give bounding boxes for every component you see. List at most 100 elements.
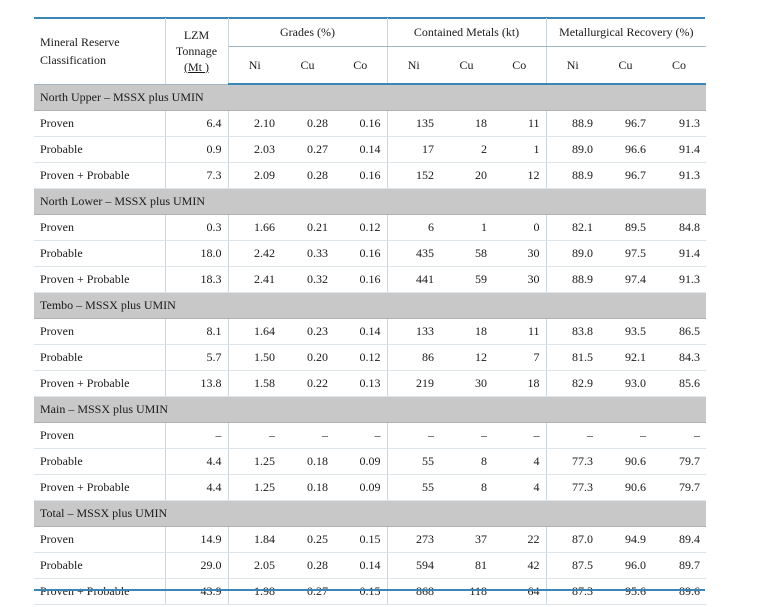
contained-metals-header: Contained Metals (kt) [387, 18, 547, 47]
recovery-co-header: Co [652, 46, 707, 85]
table-cell: 8 [440, 448, 494, 475]
table-cell: – [228, 422, 281, 449]
table-cell: 0.16 [334, 162, 388, 189]
section-header-row: Main – MSSX plus UMIN [34, 396, 707, 423]
table-cell: 441 [387, 266, 441, 293]
row-label: Proven [34, 214, 166, 241]
table-cell: 20 [440, 162, 494, 189]
table-cell: 81 [440, 552, 494, 579]
table-cell: 5.7 [165, 344, 229, 371]
table-cell: 81.5 [546, 344, 600, 371]
table-cell: 82.9 [546, 370, 600, 397]
table-cell: 435 [387, 240, 441, 267]
table-cell: 2.03 [228, 136, 281, 163]
section-title: Total – MSSX plus UMIN [34, 500, 707, 527]
table-cell: 77.3 [546, 448, 600, 475]
table-cell: 83.8 [546, 318, 600, 345]
table-cell: – [652, 422, 707, 449]
table-cell: – [281, 422, 334, 449]
table-cell: – [546, 422, 600, 449]
table-cell: 91.4 [652, 136, 707, 163]
table-cell: 0.18 [281, 474, 334, 501]
table-cell: 6 [387, 214, 441, 241]
table-cell: 11 [493, 318, 547, 345]
table-row: Probable 29.0 2.05 0.28 0.14 594 81 42 87.5 96.0 8… [34, 552, 707, 579]
table-cell: 0.27 [281, 578, 334, 605]
table-cell: 0.09 [334, 448, 388, 475]
row-label: Proven + Probable [34, 266, 166, 293]
table-cell: – [440, 422, 494, 449]
table-cell: 14.9 [165, 526, 229, 553]
bottom-rule [34, 589, 705, 591]
table-cell: 868 [387, 578, 441, 605]
table-cell: 12 [440, 344, 494, 371]
table-row: Probable 4.4 1.25 0.18 0.09 55 8 4 77.3 90.6 79.7 [34, 448, 707, 475]
table-cell: – [599, 422, 653, 449]
table-cell: 4 [493, 448, 547, 475]
table-cell: 88.9 [546, 110, 600, 137]
table-cell: 18.0 [165, 240, 229, 267]
section-title: Main – MSSX plus UMIN [34, 396, 707, 423]
table-cell: 88.9 [546, 266, 600, 293]
table-cell: 93.5 [599, 318, 653, 345]
table-cell: 0.28 [281, 552, 334, 579]
table-cell: 91.4 [652, 240, 707, 267]
contained-cu-header: Cu [440, 46, 494, 85]
table-cell: 96.0 [599, 552, 653, 579]
table-cell: 12 [493, 162, 547, 189]
table-cell: 0.9 [165, 136, 229, 163]
table-cell: 90.6 [599, 448, 653, 475]
table-cell: 2.41 [228, 266, 281, 293]
table-cell: 37 [440, 526, 494, 553]
table-cell: 22 [493, 526, 547, 553]
table-cell: 1.58 [228, 370, 281, 397]
table-cell: 43.9 [165, 578, 229, 605]
section-header-row: North Upper – MSSX plus UMIN [34, 84, 707, 111]
table-cell: 79.7 [652, 448, 707, 475]
table-cell: 30 [440, 370, 494, 397]
classification-header: Mineral Reserve Classification [34, 18, 166, 85]
tonnage-header: LZM Tonnage (Mt ) [165, 18, 229, 85]
table-cell: 0.33 [281, 240, 334, 267]
table-cell: 8.1 [165, 318, 229, 345]
table-cell: 0.3 [165, 214, 229, 241]
table-cell: 30 [493, 240, 547, 267]
table-cell: 18 [440, 110, 494, 137]
row-label: Proven [34, 110, 166, 137]
table-row: Proven + Probable 7.3 2.09 0.28 0.16 152 20 12 8… [34, 162, 707, 189]
table-cell: 84.8 [652, 214, 707, 241]
table-cell: 219 [387, 370, 441, 397]
row-label: Proven + Probable [34, 578, 166, 605]
table-cell: 85.6 [652, 370, 707, 397]
section-header-row: North Lower – MSSX plus UMIN [34, 188, 707, 215]
table-row: Proven + Probable 18.3 2.41 0.32 0.16 441 59 30… [34, 266, 707, 293]
table-cell: 94.9 [599, 526, 653, 553]
table-cell: 96.7 [599, 162, 653, 189]
row-label: Proven [34, 318, 166, 345]
table-cell: 89.6 [652, 578, 707, 605]
row-label: Proven + Probable [34, 162, 166, 189]
section-header-row: Total – MSSX plus UMIN [34, 500, 707, 527]
table-cell: 0 [493, 214, 547, 241]
table-cell: 91.3 [652, 110, 707, 137]
table-cell: 1.64 [228, 318, 281, 345]
table-cell: 0.13 [334, 370, 388, 397]
table-cell: 88.9 [546, 162, 600, 189]
table-row: Probable 18.0 2.42 0.33 0.16 435 58 30 89.0 97.5 9… [34, 240, 707, 267]
table-row: Proven + Probable 43.9 1.98 0.27 0.15 868 118 6… [34, 578, 707, 605]
table-cell: 6.4 [165, 110, 229, 137]
section-title: North Lower – MSSX plus UMIN [34, 188, 707, 215]
table-cell: 273 [387, 526, 441, 553]
table-cell: 87.3 [546, 578, 600, 605]
contained-ni-header: Ni [387, 46, 441, 85]
table-cell: 0.15 [334, 578, 388, 605]
tonnage-header-line2: Tonnage [175, 43, 218, 58]
table-cell: 2.05 [228, 552, 281, 579]
recovery-ni-header: Ni [546, 46, 600, 85]
row-label: Probable [34, 344, 166, 371]
recovery-cu-header: Cu [599, 46, 653, 85]
table-row: Probable 5.7 1.50 0.20 0.12 86 12 7 81.5 92.1 84.3 [34, 344, 707, 371]
table-cell: 86.5 [652, 318, 707, 345]
table-cell: 84.3 [652, 344, 707, 371]
table-cell: 96.6 [599, 136, 653, 163]
